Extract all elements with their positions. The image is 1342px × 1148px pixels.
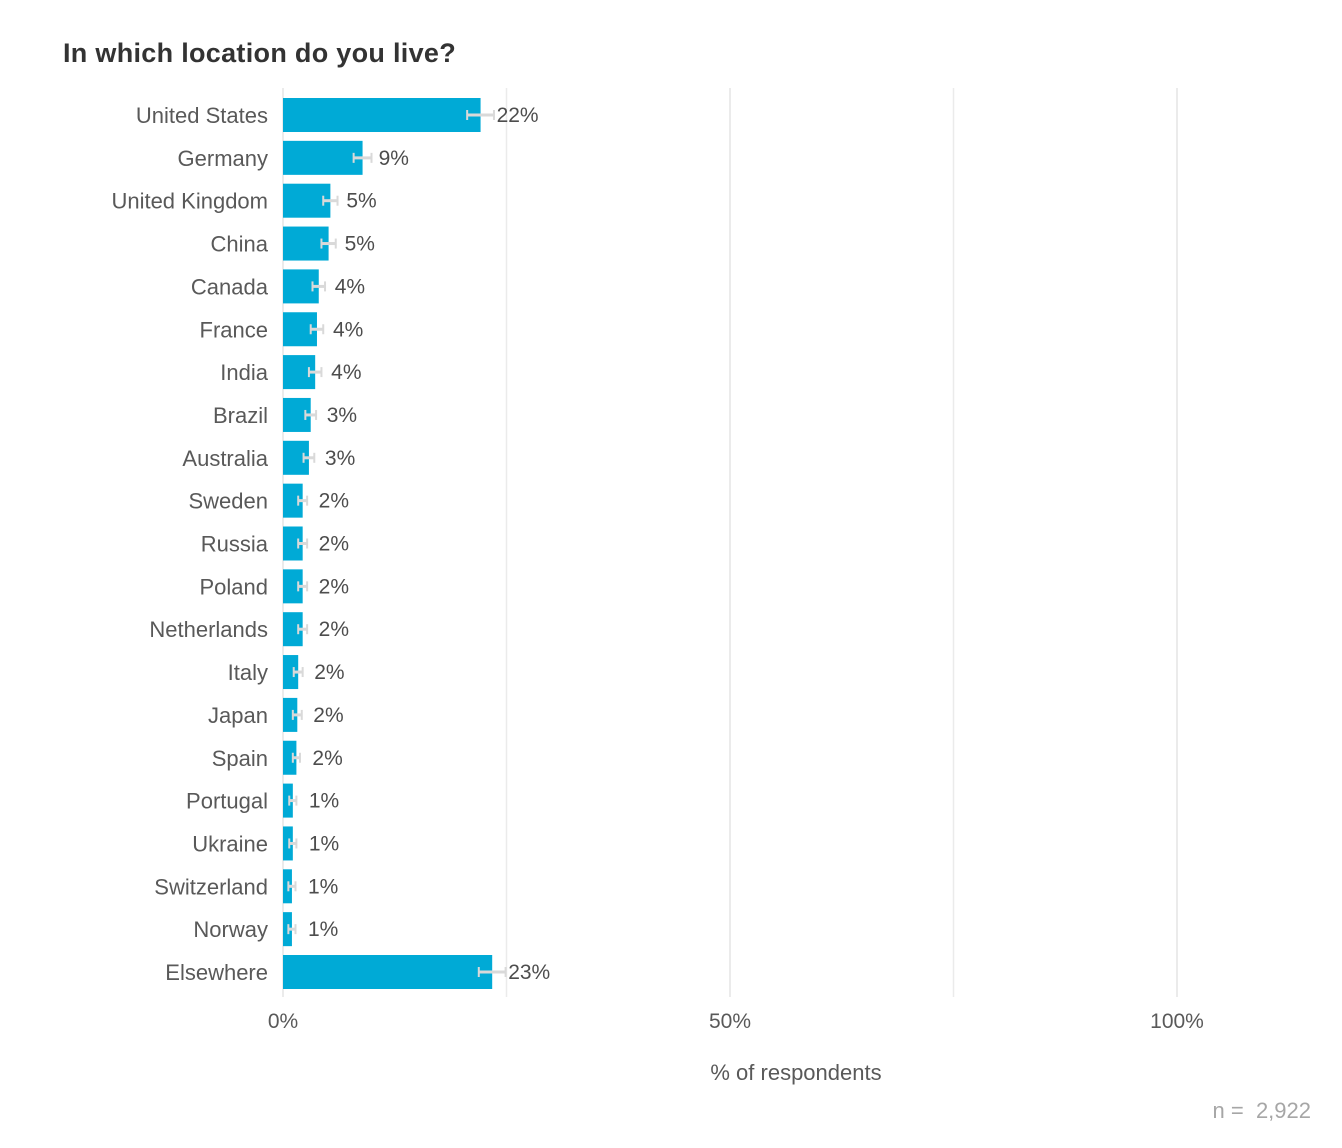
bar [283,955,493,989]
value-label: 1% [308,875,338,898]
x-tick-labels: 0% 50% 100% [268,1010,1204,1033]
category-label: France [200,317,268,342]
bars [283,98,493,989]
bar [283,140,363,175]
value-label: 9% [379,147,409,170]
value-labels: 22%9%5%5%4%4%4%3%3%2%2%2%2%2%2%2%1%1%1%1… [308,104,550,984]
bar [283,697,298,732]
category-label: Japan [208,703,268,728]
category-label: Norway [193,917,268,942]
x-tick-label: 100% [1150,1010,1204,1033]
category-labels: United States Germany United Kingdom China C… [111,103,268,985]
value-label: 4% [331,361,361,384]
bar [283,612,303,647]
value-label: 1% [309,832,339,855]
bar [283,740,297,775]
value-label: 1% [309,790,339,813]
bar [283,483,303,518]
bar [283,569,303,604]
value-label: 2% [319,533,349,556]
category-label: Elsewhere [165,960,268,985]
chart-title: In which location do you live? [63,38,457,68]
x-tick-label: 0% [268,1010,298,1033]
value-label: 3% [325,447,355,470]
value-label: 22% [497,104,539,127]
category-label: Ukraine [192,831,268,856]
error-bars [287,110,507,977]
category-label: Brazil [213,403,268,428]
bar [283,526,303,561]
value-label: 2% [319,618,349,641]
category-label: Russia [201,532,269,557]
category-label: Poland [199,574,268,599]
value-label: 23% [508,961,550,984]
value-label: 3% [327,404,357,427]
bar [283,783,293,818]
category-label: Spain [212,746,268,771]
category-label: Portugal [186,789,268,814]
category-label: Germany [178,146,268,171]
bar [283,98,481,132]
category-label: Switzerland [154,874,268,899]
grid-lines [282,88,1178,997]
category-label: India [220,360,268,385]
category-label: Netherlands [149,617,268,642]
category-label: China [211,232,269,257]
value-label: 5% [345,233,375,256]
sample-size-note: n = 2,922 [1213,1098,1312,1124]
bar [283,826,293,861]
category-label: Italy [228,660,268,685]
value-label: 2% [314,661,344,684]
sample-size-value: 2,922 [1255,1098,1311,1123]
value-label: 2% [313,704,343,727]
value-label: 5% [346,190,376,213]
value-label: 2% [319,490,349,513]
value-label: 1% [308,918,338,941]
x-axis-title: % of respondents [710,1060,881,1085]
value-label: 4% [335,275,365,298]
category-label: United Kingdom [111,189,268,214]
sample-size-label: n = [1212,1098,1244,1123]
value-label: 2% [312,747,342,770]
category-label: Sweden [188,489,268,514]
category-label: Canada [191,274,269,299]
bar [283,655,299,690]
value-label: 2% [319,575,349,598]
value-label: 4% [333,318,363,341]
category-label: Australia [182,446,268,471]
x-tick-label: 50% [709,1010,751,1033]
category-label: United States [136,103,268,128]
